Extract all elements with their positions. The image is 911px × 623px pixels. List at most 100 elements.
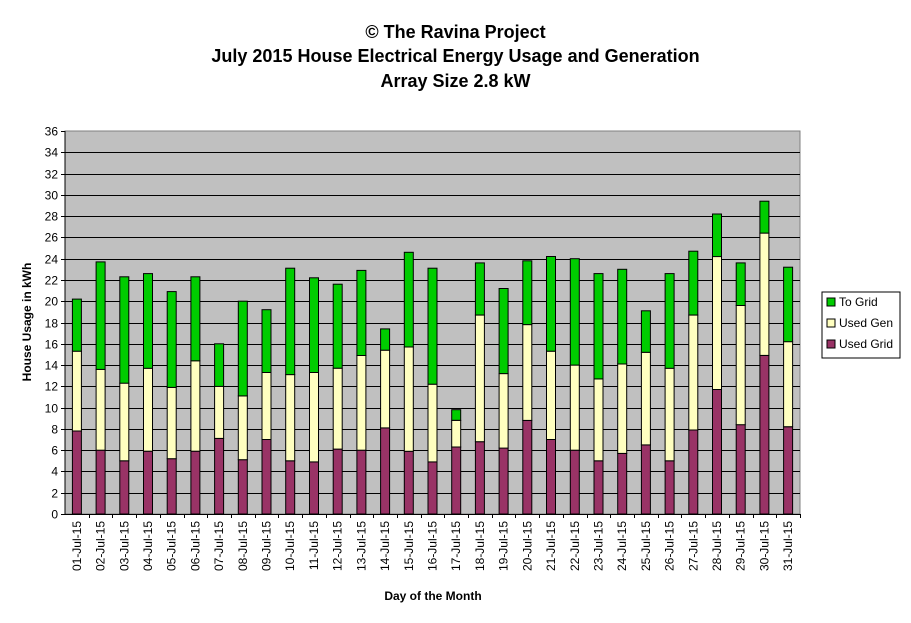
x-tick-label: 22-Jul-15 <box>568 521 582 571</box>
bar-used-grid <box>95 449 106 515</box>
y-tick-label: 10 <box>45 402 59 416</box>
bar-used-grid <box>332 448 343 515</box>
x-tick-label: 19-Jul-15 <box>497 521 511 571</box>
bar-to-grid <box>403 251 414 348</box>
bar-used-grid <box>143 450 153 515</box>
bar-used-gen <box>403 346 414 452</box>
x-tick-label: 16-Jul-15 <box>426 521 440 571</box>
bar-used-grid <box>214 438 225 515</box>
x-tick-label: 14-Jul-15 <box>378 521 392 571</box>
bar-to-grid <box>569 258 580 366</box>
bar-used-grid <box>712 389 722 515</box>
x-tick-label: 11-Jul-15 <box>307 521 321 570</box>
y-tick-label: 28 <box>45 210 59 224</box>
bar-used-gen <box>712 256 722 390</box>
bar-used-gen <box>261 372 272 440</box>
bar-used-grid <box>569 449 580 515</box>
x-tick-label: 04-Jul-15 <box>141 521 155 571</box>
bar-used-gen <box>640 351 651 446</box>
bar-used-gen <box>71 350 82 432</box>
x-axis-label: Day of the Month <box>384 589 481 603</box>
x-tick-label: 12-Jul-15 <box>331 521 345 571</box>
bar-to-grid <box>759 200 770 234</box>
bar-to-grid <box>451 409 462 421</box>
legend-entry: Used Grid <box>839 337 893 351</box>
bar-used-gen <box>451 419 462 448</box>
bar-used-gen <box>380 349 391 429</box>
y-tick-label: 16 <box>45 338 59 352</box>
bar-used-gen <box>95 368 106 451</box>
bar-used-gen <box>735 305 746 426</box>
x-tick-label: 30-Jul-15 <box>757 521 771 571</box>
x-tick-label: 07-Jul-15 <box>212 521 226 571</box>
bar-to-grid <box>735 262 746 306</box>
bar-to-grid <box>143 273 153 369</box>
bar-used-gen <box>593 378 604 462</box>
x-tick-label: 17-Jul-15 <box>449 521 463 571</box>
chart-title: © The Ravina Project <box>365 22 546 42</box>
x-tick-label: 31-Jul-15 <box>781 521 795 571</box>
bar-used-grid <box>688 429 699 515</box>
bar-to-grid <box>285 267 296 376</box>
bar-used-grid <box>759 355 770 515</box>
bar-to-grid <box>190 276 201 362</box>
bar-used-grid <box>640 444 651 515</box>
bar-used-gen <box>546 350 556 441</box>
x-tick-label: 28-Jul-15 <box>710 521 724 571</box>
bar-to-grid <box>380 328 391 351</box>
bar-to-grid <box>522 260 533 326</box>
x-tick-label: 18-Jul-15 <box>473 521 487 571</box>
y-tick-label: 2 <box>51 487 58 501</box>
x-tick-label: 24-Jul-15 <box>615 521 629 571</box>
bar-used-grid <box>546 439 556 515</box>
bar-used-grid <box>593 460 604 515</box>
bar-used-grid <box>119 460 130 515</box>
bar-used-gen <box>309 372 319 463</box>
bar-used-gen <box>332 367 343 450</box>
y-tick-label: 20 <box>45 295 59 309</box>
bar-to-grid <box>664 273 675 369</box>
x-tick-label: 02-Jul-15 <box>94 521 108 571</box>
y-tick-label: 12 <box>45 380 59 394</box>
bar-used-gen <box>474 314 485 443</box>
bar-to-grid <box>427 267 438 385</box>
bar-used-grid <box>403 450 414 515</box>
y-tick-label: 34 <box>45 146 59 160</box>
bar-used-gen <box>427 383 438 463</box>
bar-used-grid <box>427 461 438 515</box>
bar-used-gen <box>285 374 296 462</box>
bar-used-gen <box>143 367 153 452</box>
x-tick-label: 01-Jul-15 <box>70 521 84 571</box>
bar-used-grid <box>664 460 675 515</box>
legend-entry: To Grid <box>839 295 878 309</box>
bar-used-grid <box>356 449 367 515</box>
y-tick-label: 32 <box>45 168 59 182</box>
bar-used-grid <box>71 430 82 515</box>
y-tick-label: 24 <box>45 253 59 267</box>
bar-used-gen <box>522 324 533 421</box>
legend-swatch <box>826 339 836 349</box>
chart-subtitle: July 2015 House Electrical Energy Usage … <box>211 46 700 66</box>
x-tick-label: 08-Jul-15 <box>236 521 250 571</box>
x-tick-label: 20-Jul-15 <box>520 521 534 571</box>
x-tick-label: 05-Jul-15 <box>165 521 179 571</box>
bar-used-gen <box>759 232 770 356</box>
x-tick-label: 26-Jul-15 <box>663 521 677 571</box>
bar-used-gen <box>498 373 509 449</box>
bar-to-grid <box>237 300 248 397</box>
x-tick-label: 21-Jul-15 <box>544 521 558 571</box>
legend-swatch <box>826 318 836 328</box>
x-tick-label: 03-Jul-15 <box>117 521 131 571</box>
x-tick-label: 25-Jul-15 <box>639 521 653 571</box>
y-tick-label: 6 <box>51 444 58 458</box>
y-tick-label: 8 <box>51 423 58 437</box>
bar-used-grid <box>498 447 509 515</box>
chart-subtitle-array-size: Array Size 2.8 kW <box>380 71 531 91</box>
y-tick-label: 4 <box>51 465 58 479</box>
bar-used-gen <box>237 395 248 461</box>
bar-used-grid <box>237 459 248 515</box>
bar-to-grid <box>261 309 272 374</box>
bar-used-gen <box>688 314 699 431</box>
